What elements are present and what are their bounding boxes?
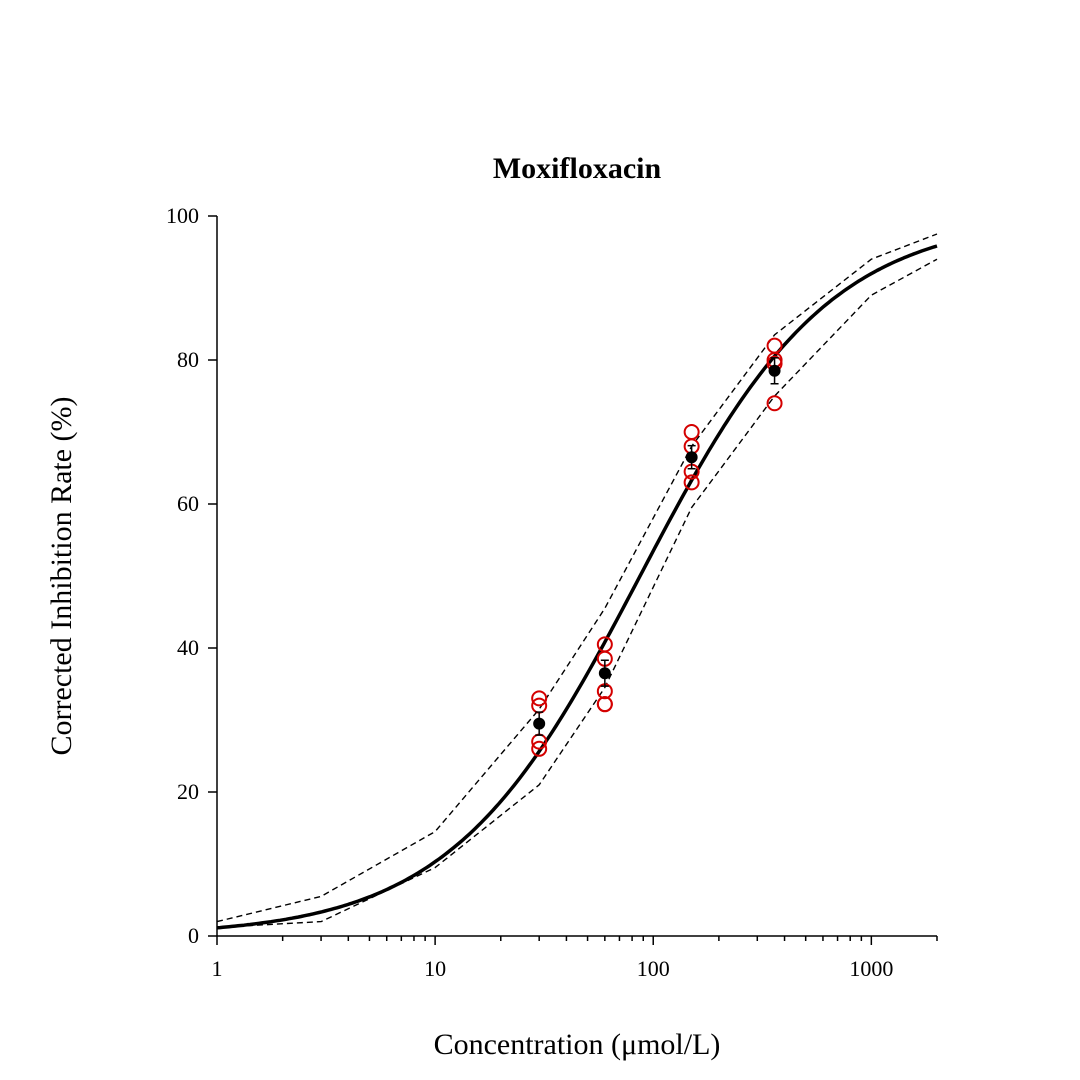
mean-point (768, 364, 781, 377)
x-tick-label: 1 (212, 956, 223, 981)
x-axis-label: Concentration (μmol/L) (434, 1028, 721, 1061)
replicate-point (683, 424, 700, 440)
replicate-point (766, 337, 783, 354)
x-ticks: 1 10 100 1000 (212, 936, 938, 981)
mean-point (533, 717, 546, 730)
y-tick-label: 0 (188, 923, 199, 948)
replicate-point (596, 696, 613, 713)
replicate-point (531, 740, 548, 757)
y-tick-label: 20 (177, 779, 199, 804)
y-axis-label: Corrected Inhibition Rate (%) (45, 396, 78, 755)
mean-point (685, 451, 698, 464)
confidence-band (216, 233, 938, 929)
mean-point (598, 667, 611, 680)
x-tick-label: 100 (637, 956, 670, 981)
x-tick-label: 10 (424, 956, 446, 981)
axes (216, 216, 937, 937)
y-tick-label: 80 (177, 347, 199, 372)
fit-curve (216, 244, 938, 930)
chart-title: Moxifloxacin (493, 152, 662, 185)
replicate-point (683, 474, 700, 491)
y-tick-label: 60 (177, 491, 199, 516)
replicate-point (531, 690, 548, 707)
y-tick-label: 40 (177, 635, 199, 660)
confidence-band-upper (216, 233, 938, 923)
fit-line (216, 244, 938, 930)
y-ticks: 0 20 40 60 80 100 (166, 203, 217, 948)
y-tick-label: 100 (166, 203, 199, 228)
confidence-band-lower (216, 258, 938, 929)
replicate-point (766, 395, 783, 412)
x-tick-label: 1000 (849, 956, 893, 981)
mean-points (533, 357, 781, 736)
